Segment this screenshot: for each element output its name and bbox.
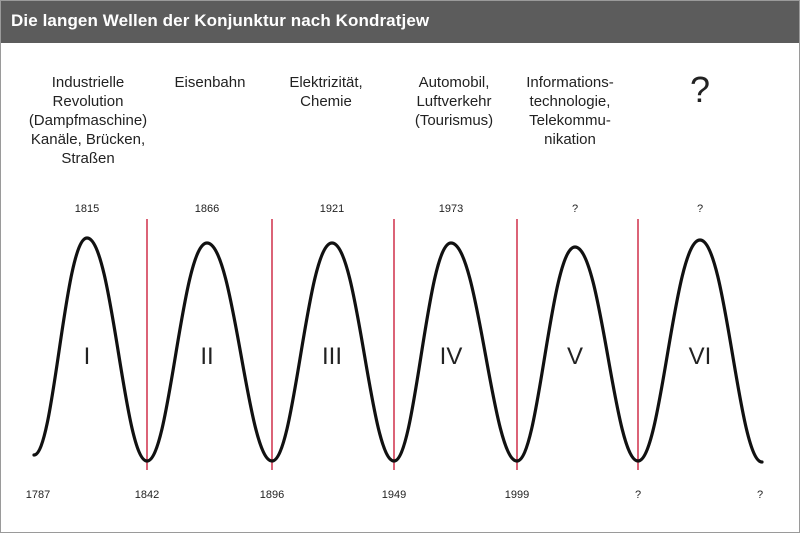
peak-year-5: ? (571, 203, 579, 215)
wave-numeral-3: III (321, 343, 342, 370)
peak-year-2: 1866 (194, 203, 220, 215)
trough-year-1: 1787 (25, 489, 51, 501)
peak-year-4: 1973 (438, 203, 464, 215)
trough-year-6: ? (634, 489, 642, 501)
era-label-4: Automobil, Luftverkehr (Tourismus) (414, 74, 494, 129)
trough-year-7: ? (756, 489, 764, 501)
trough-year-4: 1949 (381, 489, 407, 501)
peak-year-6: ? (696, 203, 704, 215)
wave-numeral-4: IV (439, 343, 463, 370)
wave-curve (32, 236, 764, 464)
trough-year-3: 1896 (259, 489, 285, 501)
era-label-1: Industrielle Revolution (Dampfmaschine) … (28, 74, 148, 167)
wave-numeral-1: I (83, 343, 91, 370)
trough-year-5: 1999 (504, 489, 530, 501)
era-label-5: Informations- technologie, Telekommu- ni… (526, 74, 614, 148)
wave-numeral-5: V (566, 343, 583, 370)
peak-year-3: 1921 (319, 203, 345, 215)
wave-numeral-6: VI (688, 343, 712, 370)
wave-numeral-2: II (200, 343, 214, 370)
title-bar: Die langen Wellen der Konjunktur nach Ko… (1, 1, 799, 43)
era-label-3: Elektrizität, Chemie (289, 74, 363, 110)
trough-year-2: 1842 (134, 489, 160, 501)
era-label-6: ? (689, 69, 711, 110)
wave-dividers (146, 219, 639, 470)
era-label-2: Eisenbahn (174, 74, 246, 91)
diagram-title: Die langen Wellen der Konjunktur nach Ko… (11, 11, 430, 30)
peak-year-1: 1815 (74, 203, 100, 215)
